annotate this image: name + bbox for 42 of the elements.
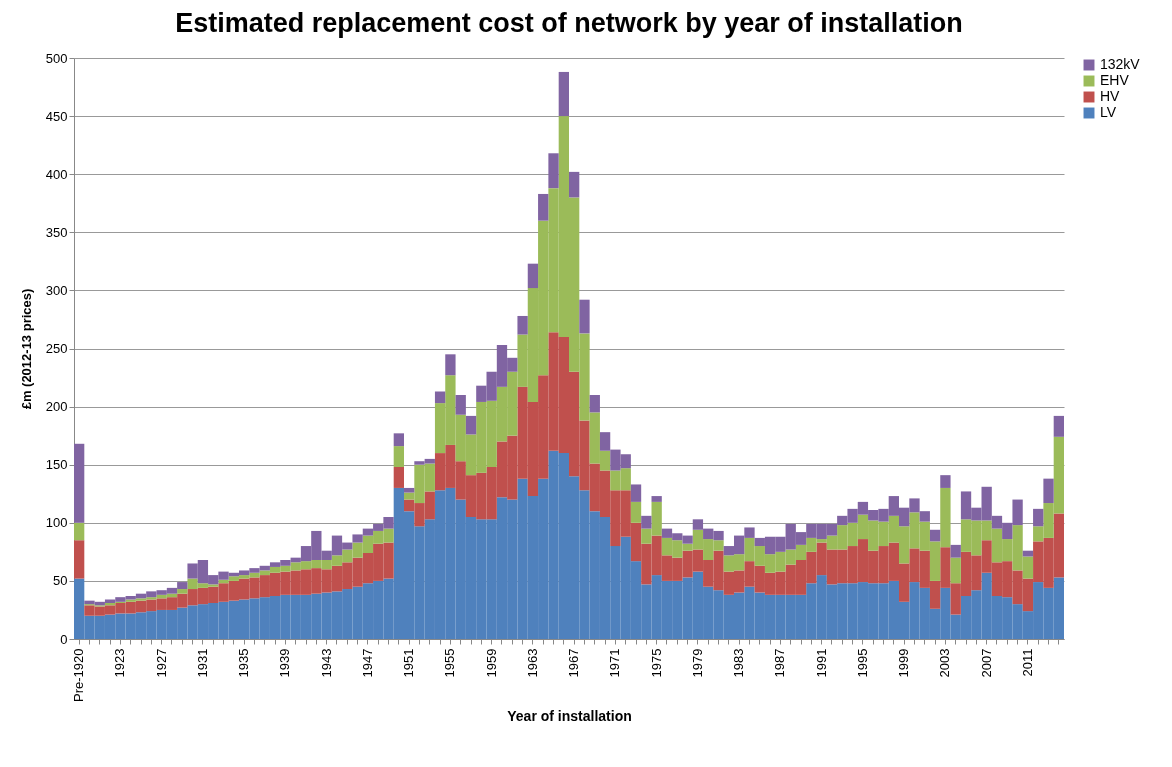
legend-label: HV: [1100, 88, 1121, 104]
x-tick-label: 1943: [318, 648, 334, 678]
legend-label: LV: [1100, 104, 1117, 120]
x-tick-label: 1967: [566, 648, 582, 678]
y-tick-label: 450: [45, 108, 68, 124]
x-tick-label: 1923: [112, 648, 128, 678]
x-tick-label: 2011: [1019, 648, 1035, 677]
x-tick-label: 2007: [978, 648, 994, 678]
y-tick-label: 150: [45, 457, 68, 473]
legend-label: 132kV: [1100, 56, 1141, 72]
x-tick-label: 1955: [442, 648, 458, 678]
legend-label: EHV: [1100, 72, 1130, 88]
y-tick-label: 0: [60, 631, 68, 647]
x-tick-label: 1951: [401, 648, 417, 678]
x-tick-label: 1987: [772, 648, 788, 678]
y-tick-label: 350: [45, 224, 68, 240]
x-tick-label: 2003: [937, 648, 953, 678]
x-tick-label: 1983: [731, 648, 747, 678]
x-tick-label: 1975: [648, 648, 664, 678]
y-tick-label: 50: [53, 573, 68, 589]
y-tick-label: 250: [45, 341, 68, 356]
y-tick-label: 300: [45, 282, 68, 298]
y-axis-title: £m (2012-13 prices): [18, 288, 34, 410]
x-tick-label: 1963: [524, 648, 540, 678]
x-tick-label: 1959: [483, 648, 499, 678]
y-tick-label: 100: [45, 515, 68, 531]
x-tick-label: 1995: [854, 648, 870, 678]
y-tick-label: 500: [45, 50, 68, 66]
x-tick-label: 1991: [813, 648, 829, 678]
chart-title: Estimated replacement cost of network by year of installation: [175, 8, 963, 38]
x-tick-label: 1939: [277, 648, 293, 678]
x-tick-label: Pre-1920: [71, 648, 87, 702]
x-axis-title: Year of installation: [507, 707, 632, 724]
x-tick-label: 1999: [896, 648, 912, 678]
x-tick-label: 1927: [153, 648, 169, 678]
y-tick-label: 200: [45, 399, 68, 415]
x-tick-label: 1935: [236, 648, 252, 678]
x-tick-label: 1931: [194, 648, 210, 678]
y-tick-label: 400: [45, 166, 68, 182]
x-tick-label: 1979: [689, 648, 705, 678]
x-tick-label: 1947: [359, 648, 375, 678]
x-tick-label: 1971: [607, 648, 623, 678]
